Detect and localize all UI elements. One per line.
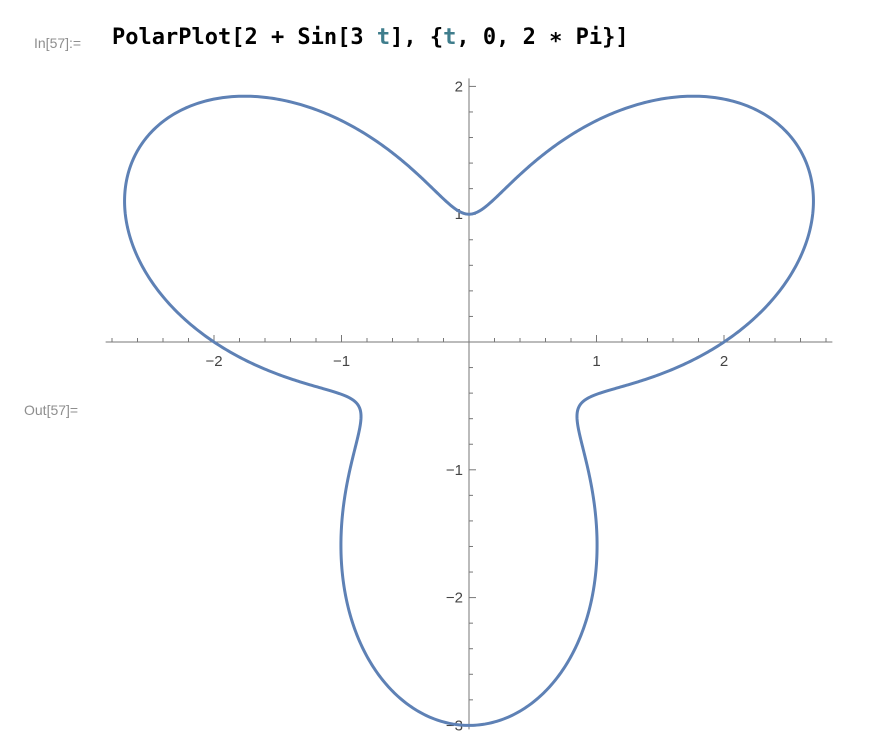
multiply-operator: ∗	[549, 25, 563, 50]
y-tick-label: −2	[446, 590, 463, 607]
output-cell-label: Out[57]=	[24, 402, 79, 418]
x-tick-label: −2	[205, 353, 222, 370]
input-code-part: , 0, 2	[456, 25, 550, 50]
input-code-part: PolarPlot[2 + Sin[3	[112, 25, 377, 50]
x-tick-label: −1	[333, 353, 350, 370]
input-variable: t	[376, 25, 391, 50]
input-code-part: Pi}]	[562, 25, 629, 50]
y-tick-label: 2	[455, 78, 463, 95]
y-tick-label: −1	[446, 462, 463, 479]
input-cell-label: In[57]:=	[34, 35, 82, 51]
input-variable: t	[443, 25, 457, 50]
y-tick-label: −3	[446, 717, 463, 734]
input-code-part: ], {	[390, 25, 444, 50]
x-tick-label: 2	[720, 353, 728, 370]
y-tick-label: 1	[455, 206, 463, 223]
x-tick-label: 1	[592, 353, 600, 370]
polar-curve	[123, 94, 815, 727]
input-code[interactable]: PolarPlot[2 + Sin[3 t], {t, 0, 2 ∗ Pi}]	[112, 25, 629, 50]
